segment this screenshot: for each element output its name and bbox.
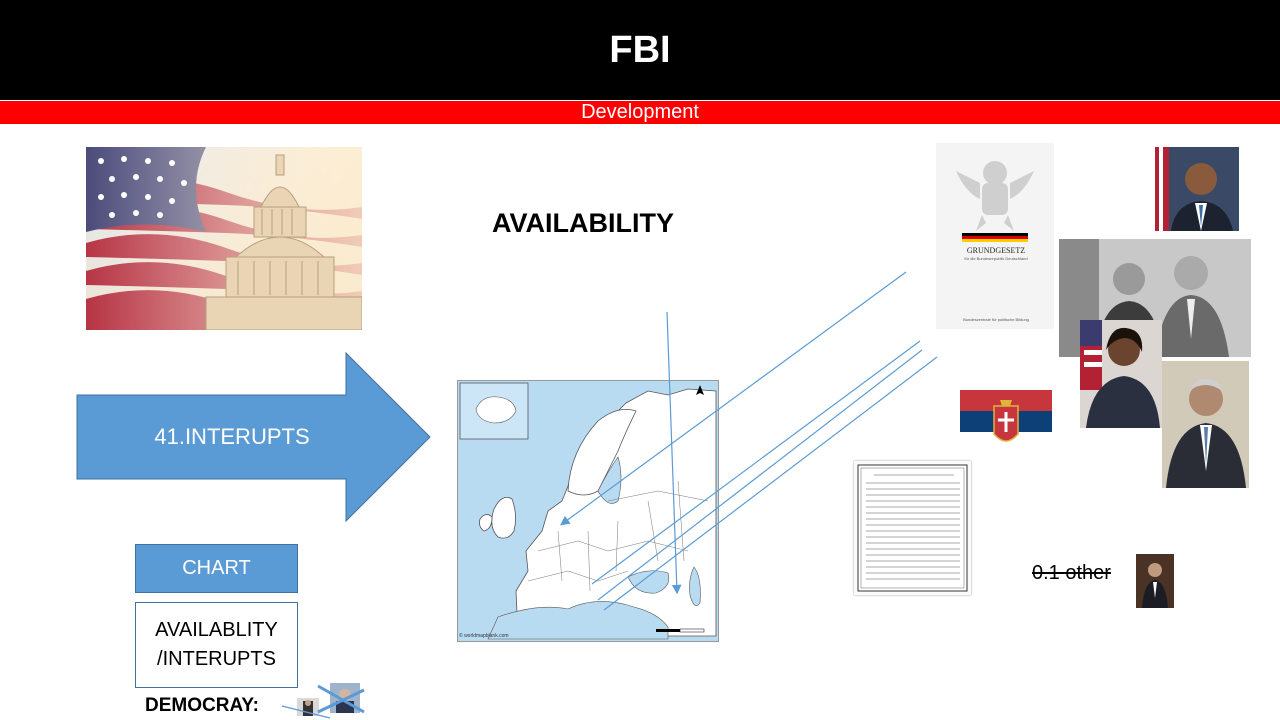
chart-button-label: CHART <box>182 557 251 579</box>
other-label: 0.1 other <box>1032 562 1111 584</box>
europe-map <box>457 380 719 642</box>
slide-subtitle-bar: Development <box>0 101 1280 124</box>
portrait-bush <box>1162 361 1249 488</box>
availability-line: AVAILABLITY <box>155 619 278 641</box>
democray-label: DEMOCRAY: <box>145 695 260 716</box>
grundgesetz-footer: Bundeszentrale für politische Bildung <box>963 317 1029 322</box>
document-page <box>854 461 971 595</box>
chart-button[interactable]: CHART <box>135 544 298 593</box>
availability-heading: AVAILABILITY <box>492 208 674 238</box>
grundgesetz-subtitle: für die Bundesrepublik Deutschland <box>964 256 1028 261</box>
mini-portrait-a <box>297 698 319 716</box>
slide-title: FBI <box>0 0 1280 100</box>
interrupts-arrow-shape <box>76 352 431 522</box>
map-credit: © worldmapblank.com <box>459 633 509 639</box>
grundgesetz-title: GRUNDGESETZ <box>966 246 1026 255</box>
mini-portrait-b <box>330 683 360 713</box>
slide-title-text: FBI <box>609 28 671 71</box>
slide-subtitle-text: Development <box>581 101 699 123</box>
portrait-other <box>1136 554 1174 608</box>
interrupts-label: 41.INTERUPTS <box>154 424 310 449</box>
interrupts-line: /INTERUPTS <box>157 648 276 670</box>
portrait-rice <box>1080 320 1162 428</box>
serbia-flag <box>960 390 1052 452</box>
capitol-flag-image <box>86 147 362 330</box>
portrait-obama <box>1155 147 1239 231</box>
availability-interrupts-button[interactable]: AVAILABLITY /INTERUPTS <box>135 602 298 688</box>
grundgesetz-booklet <box>936 143 1054 329</box>
